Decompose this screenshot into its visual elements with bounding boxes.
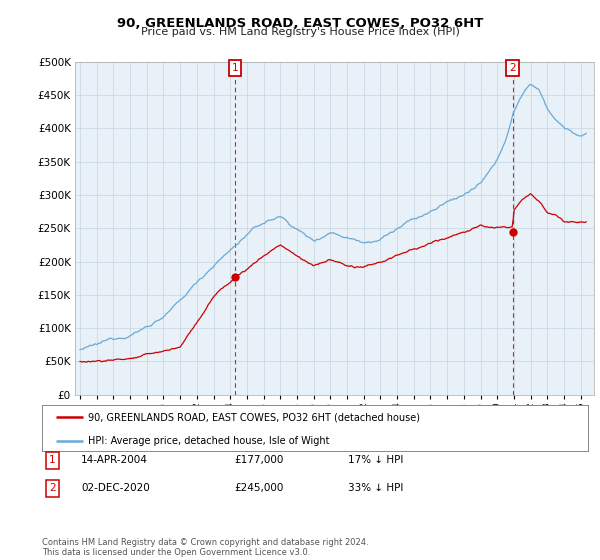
Text: 90, GREENLANDS ROAD, EAST COWES, PO32 6HT (detached house): 90, GREENLANDS ROAD, EAST COWES, PO32 6H… (88, 412, 421, 422)
Text: 1: 1 (49, 455, 56, 465)
Text: 33% ↓ HPI: 33% ↓ HPI (348, 483, 403, 493)
Text: 02-DEC-2020: 02-DEC-2020 (81, 483, 150, 493)
Text: £177,000: £177,000 (234, 455, 283, 465)
Text: 1: 1 (232, 63, 238, 73)
Text: 14-APR-2004: 14-APR-2004 (81, 455, 148, 465)
Text: Contains HM Land Registry data © Crown copyright and database right 2024.
This d: Contains HM Land Registry data © Crown c… (42, 538, 368, 557)
Text: HPI: Average price, detached house, Isle of Wight: HPI: Average price, detached house, Isle… (88, 436, 330, 446)
Text: 17% ↓ HPI: 17% ↓ HPI (348, 455, 403, 465)
Text: £245,000: £245,000 (234, 483, 283, 493)
Text: Price paid vs. HM Land Registry's House Price Index (HPI): Price paid vs. HM Land Registry's House … (140, 27, 460, 37)
Text: 90, GREENLANDS ROAD, EAST COWES, PO32 6HT: 90, GREENLANDS ROAD, EAST COWES, PO32 6H… (117, 17, 483, 30)
Text: 2: 2 (49, 483, 56, 493)
Text: 2: 2 (509, 63, 516, 73)
